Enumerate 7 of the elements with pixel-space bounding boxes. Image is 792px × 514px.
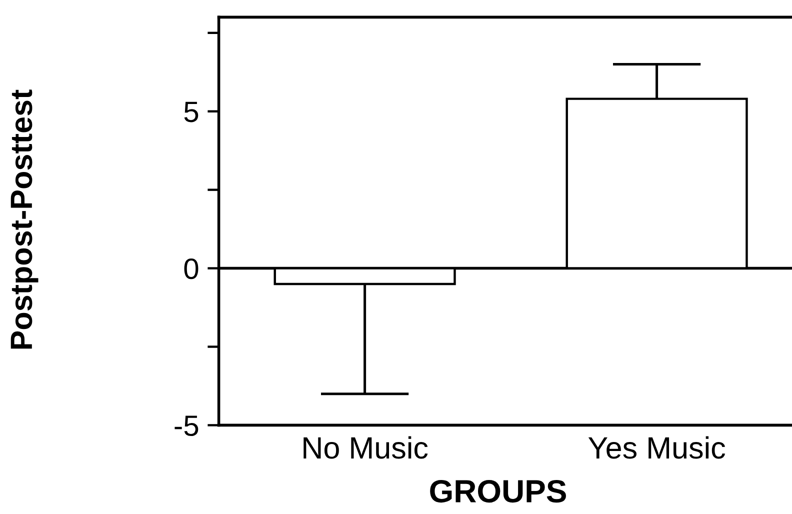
y-tick-label: -5 — [174, 416, 198, 436]
x-tick-label: No Music — [304, 436, 428, 459]
y-tick-label: 0 — [184, 258, 198, 280]
x-axis-title: GROUPS — [430, 480, 566, 503]
y-axis-title: Postpost-Posttest — [10, 90, 38, 349]
x-tick-label: Yes Music — [588, 436, 726, 459]
y-tick-label: 5 — [184, 102, 198, 122]
